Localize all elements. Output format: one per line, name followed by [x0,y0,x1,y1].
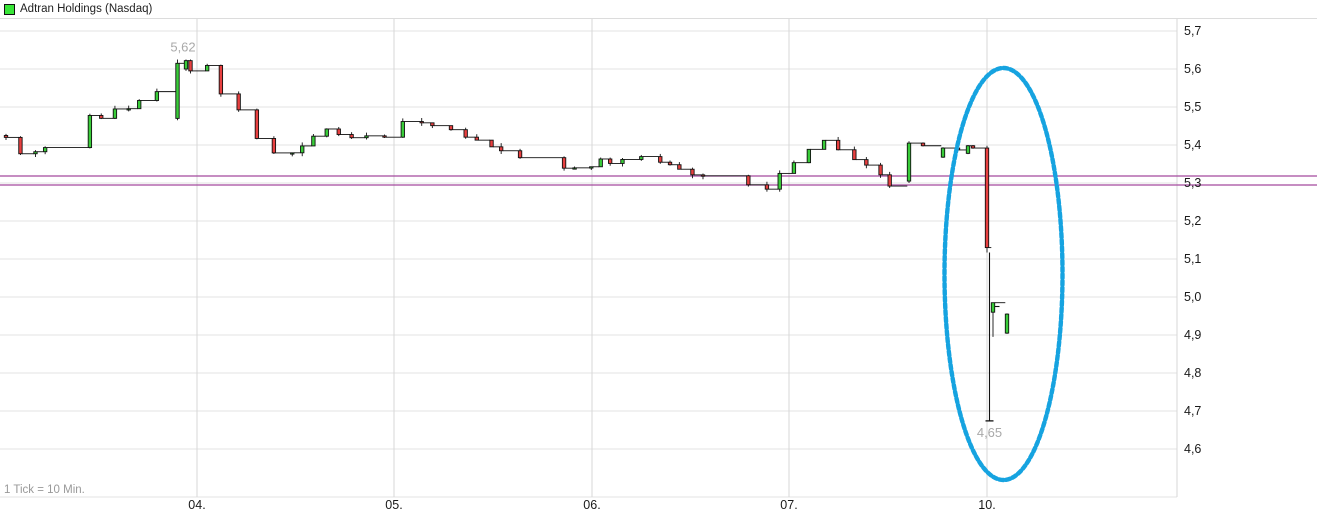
svg-text:4,65: 4,65 [977,425,1002,440]
svg-text:04.: 04. [188,498,205,512]
svg-text:5,6: 5,6 [1184,62,1201,76]
svg-text:10.: 10. [978,498,995,512]
svg-text:5,5: 5,5 [1184,100,1201,114]
svg-text:5,1: 5,1 [1184,252,1201,266]
svg-text:5,3: 5,3 [1184,176,1201,190]
svg-text:1 Tick = 10 Min.: 1 Tick = 10 Min. [4,484,85,496]
svg-text:4,8: 4,8 [1184,366,1201,380]
svg-text:5,7: 5,7 [1184,24,1201,38]
svg-text:05.: 05. [385,498,402,512]
svg-text:5,62: 5,62 [170,39,195,54]
svg-text:4,9: 4,9 [1184,328,1201,342]
svg-text:06.: 06. [583,498,600,512]
svg-text:5,0: 5,0 [1184,290,1201,304]
svg-text:5,4: 5,4 [1184,138,1201,152]
svg-text:4,6: 4,6 [1184,442,1201,456]
svg-text:5,2: 5,2 [1184,214,1201,228]
svg-text:07.: 07. [780,498,797,512]
svg-text:4,7: 4,7 [1184,404,1201,418]
